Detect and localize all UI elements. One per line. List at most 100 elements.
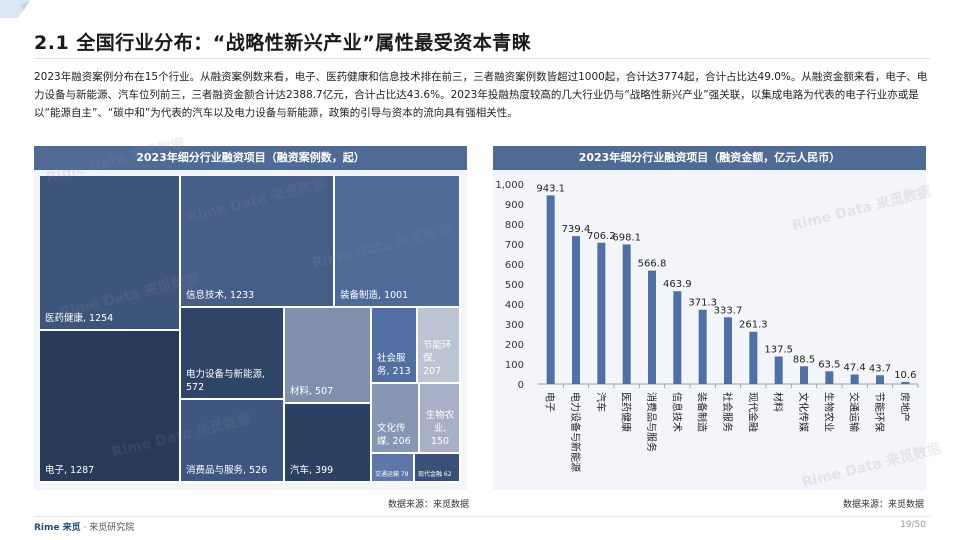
tile-label: 社会服务, 213 xyxy=(377,353,411,377)
treemap-tile: 汽车, 399 xyxy=(285,404,372,483)
bar-chart-panel xyxy=(493,170,926,490)
bar-value-label: 137.5 xyxy=(764,345,793,356)
bar xyxy=(901,381,910,384)
bar-value-label: 63.5 xyxy=(818,359,840,370)
bar xyxy=(825,371,834,384)
bar xyxy=(876,375,884,384)
bar-value-label: 943.1 xyxy=(536,183,565,194)
y-tick-label: 0 xyxy=(518,380,524,391)
x-tick-label: 装备制造 xyxy=(696,392,709,432)
treemap-tile: 交通运输 78 xyxy=(372,454,415,483)
tile-label: 文化传媒, 206 xyxy=(377,423,411,447)
treemap-tile: 医药健康, 1254 xyxy=(40,176,181,331)
treemap-tile: 消费品与服务, 526 xyxy=(181,400,285,483)
x-tick-label: 汽车 xyxy=(594,392,607,412)
x-tick-label: 节能环保 xyxy=(873,392,886,432)
y-tick-label: 400 xyxy=(505,300,524,311)
bar xyxy=(648,270,656,384)
tile-label: 装备制造, 1001 xyxy=(340,290,409,301)
tile-label: 信息技术, 1233 xyxy=(186,290,255,301)
treemap-tile: 文化传媒, 206 xyxy=(372,384,420,454)
treemap-tile: 材料, 507 xyxy=(285,308,372,404)
bar-value-label: 739.4 xyxy=(562,224,591,235)
bar-value-label: 261.3 xyxy=(739,320,768,331)
bar-value-label: 706.2 xyxy=(587,231,616,242)
bar xyxy=(673,291,682,384)
bar-value-label: 463.9 xyxy=(663,279,692,290)
tile-label: 交通运输 78 xyxy=(375,471,409,478)
page-title: 2.1 全国行业分布：“战略性新兴产业”属性最受资本青睐 xyxy=(34,32,532,54)
brand-logo: Rime 来觅 xyxy=(34,523,81,533)
bar-value-label: 47.4 xyxy=(844,363,866,374)
bar xyxy=(622,244,631,384)
tile-label: 消费品与服务, 526 xyxy=(186,465,268,476)
bar-value-label: 566.8 xyxy=(638,259,667,270)
tile-label: 生物农业, 150 xyxy=(425,410,455,447)
bar xyxy=(546,195,555,384)
bar xyxy=(724,317,732,384)
y-tick-label: 300 xyxy=(505,320,524,331)
treemap-tile: 装备制造, 1001 xyxy=(335,176,461,308)
bar xyxy=(597,242,606,384)
x-tick-label: 医药健康 xyxy=(620,392,633,432)
bar-value-label: 10.6 xyxy=(894,370,916,381)
x-tick-label: 消费品与服务 xyxy=(645,392,658,452)
x-tick-label: 材料 xyxy=(772,392,785,412)
x-tick-label: 生物农业 xyxy=(822,392,835,432)
x-tick-label: 信息技术 xyxy=(670,392,683,432)
x-tick-label: 电子 xyxy=(544,392,557,412)
x-tick-label: 房地产 xyxy=(898,392,911,422)
source-note-right: 数据来源：来觅数据 xyxy=(843,500,925,510)
bar-value-label: 88.5 xyxy=(793,354,815,365)
corner-accent xyxy=(0,0,30,18)
body-paragraph: 2023年融资案例分布在15个行业。从融资案例数来看，电子、医药健康和信息技术排… xyxy=(34,71,928,119)
bar xyxy=(774,356,783,384)
title-divider xyxy=(34,58,930,59)
tile-label: 节能环保, 207 xyxy=(423,340,452,377)
tile-label: 材料, 507 xyxy=(290,386,334,397)
treemap-tile: 信息技术, 1233 xyxy=(181,176,335,308)
y-tick-label: 600 xyxy=(505,260,524,271)
treemap-tile: 社会服务, 213 xyxy=(372,308,418,384)
bar-value-label: 333.7 xyxy=(714,305,743,316)
treemap-tile: 节能环保, 207 xyxy=(418,308,461,384)
y-tick-label: 800 xyxy=(505,220,524,231)
y-tick-label: 200 xyxy=(505,340,524,351)
x-tick-label: 文化传媒 xyxy=(797,392,810,432)
bar xyxy=(800,366,808,384)
treemap-tile: 电力设备与新能源, 572 xyxy=(181,308,285,400)
y-tick-label: 500 xyxy=(505,280,524,291)
bar xyxy=(698,309,707,384)
tile-label: 医药健康, 1254 xyxy=(45,313,114,324)
treemap-title: 2023年细分行业融资项目（融资案例数，起） xyxy=(34,146,467,170)
tile-label: 汽车, 399 xyxy=(290,465,334,476)
x-tick-label: 电力设备与新能源 xyxy=(569,392,582,472)
bar-value-label: 371.3 xyxy=(688,298,717,309)
y-tick-label: 900 xyxy=(505,200,524,211)
tile-label: 现代金融 62 xyxy=(418,471,452,478)
treemap-tile: 生物农业, 150 xyxy=(420,384,461,454)
treemap-tile: 电子, 1287 xyxy=(40,331,181,483)
bar-chart: 0 100 200 300 400 500 600 700 800 900 1,000 943.1 电子… xyxy=(495,180,919,472)
bar-value-label: 43.7 xyxy=(869,363,891,374)
treemap-chart: 电子, 1287 医药健康, 1254 信息技术, 1233 装备制造, 100… xyxy=(40,176,461,483)
brand-subtitle: · 来觅研究院 xyxy=(83,523,135,533)
source-note-left: 数据来源：来觅数据 xyxy=(388,500,470,510)
treemap-tile: 现代金融 62 xyxy=(415,454,461,483)
bar xyxy=(850,374,859,384)
y-tick-label: 100 xyxy=(505,360,524,371)
page-number: 19/50 xyxy=(900,520,926,530)
tile-label: 电子, 1287 xyxy=(45,465,95,476)
y-tick-label: 700 xyxy=(505,240,524,251)
x-tick-label: 社会服务 xyxy=(721,392,734,432)
x-tick-label: 现代金融 xyxy=(746,392,759,432)
x-tick-label: 交通运输 xyxy=(848,392,861,432)
bar xyxy=(749,331,758,384)
footer-brand: Rime 来觅 · 来觅研究院 xyxy=(34,520,134,533)
bar-value-label: 698.1 xyxy=(612,232,641,243)
bar xyxy=(572,236,580,384)
bar-chart-title: 2023年细分行业融资项目（融资金额，亿元人民币） xyxy=(493,146,926,170)
tile-label: 电力设备与新能源, 572 xyxy=(186,369,266,393)
y-tick-label: 1,000 xyxy=(495,180,524,191)
footer-divider xyxy=(34,516,930,517)
